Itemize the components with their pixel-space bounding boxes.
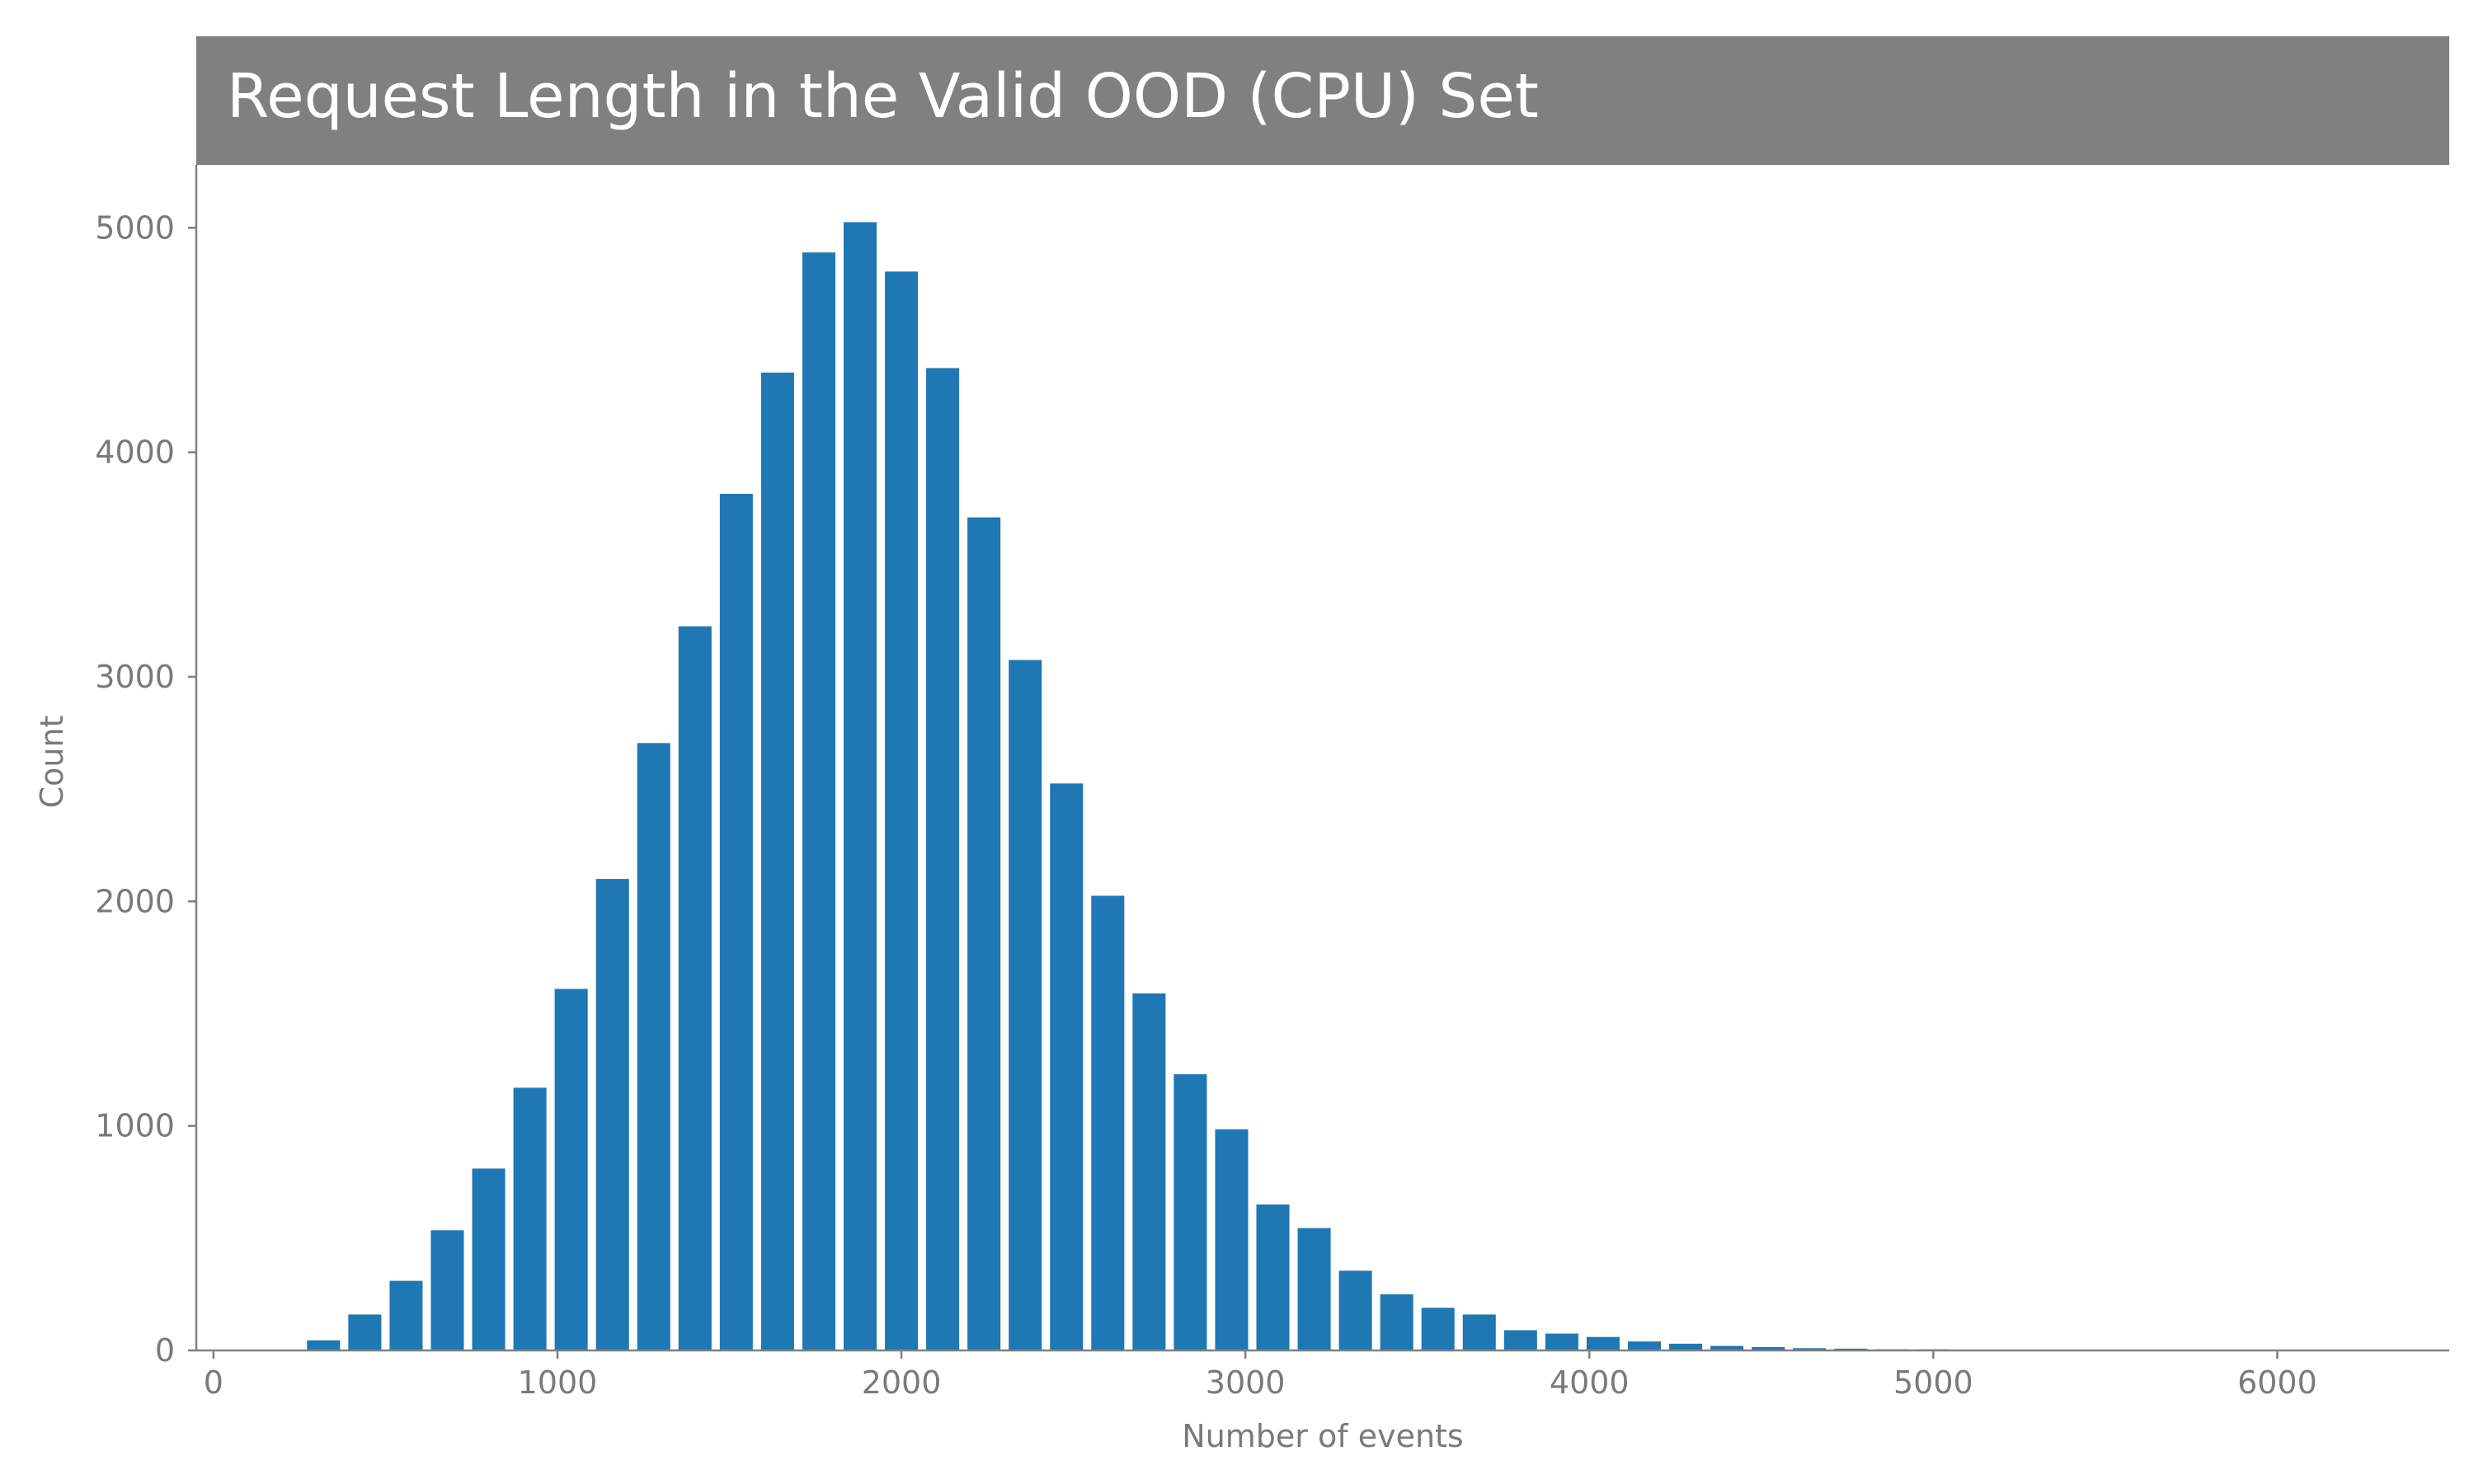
- y-axis-label: Count: [34, 716, 70, 809]
- y-tick-label: 1000: [95, 1108, 175, 1144]
- histogram-bar: [1338, 1270, 1372, 1350]
- histogram-bar: [885, 271, 919, 1351]
- x-tick-label: 1000: [518, 1364, 598, 1401]
- y-tick-label: 3000: [95, 659, 175, 695]
- histogram-bar: [1297, 1228, 1331, 1350]
- histogram-bar: [1545, 1333, 1578, 1350]
- histogram-bar: [595, 879, 629, 1350]
- histogram-bar: [1586, 1336, 1620, 1350]
- x-tick-label: 5000: [1893, 1364, 1973, 1401]
- x-tick-label: 3000: [1206, 1364, 1286, 1401]
- y-tick-label: 2000: [95, 883, 175, 919]
- histogram-bar: [348, 1314, 382, 1350]
- histogram-bar: [1669, 1343, 1703, 1350]
- histogram-bar: [1091, 895, 1125, 1350]
- chart-title: Request Length in the Valid OOD (CPU) Se…: [227, 61, 1539, 132]
- y-tick-label: 5000: [95, 209, 175, 246]
- bars-layer: [307, 222, 1950, 1351]
- histogram-bar: [802, 252, 835, 1350]
- histogram-bar: [678, 626, 712, 1350]
- histogram-bar: [1462, 1314, 1496, 1350]
- x-axis-ticks: 0 1000 2000 3000 4000 5000 6000: [204, 1350, 2317, 1401]
- histogram-bar: [1793, 1348, 1827, 1350]
- histogram-bar: [472, 1168, 506, 1350]
- histogram-bar: [1421, 1308, 1455, 1350]
- title-bar: [196, 36, 2449, 165]
- histogram-bar: [430, 1230, 464, 1350]
- x-axis-label: Number of events: [1182, 1418, 1463, 1454]
- histogram-bar: [389, 1280, 423, 1350]
- histogram-bar: [637, 743, 670, 1350]
- histogram-bar: [1009, 660, 1042, 1350]
- histogram-bar: [1710, 1345, 1744, 1350]
- x-tick-label: 6000: [2237, 1364, 2317, 1401]
- x-tick-label: 4000: [1550, 1364, 1630, 1401]
- histogram-bar: [760, 372, 794, 1350]
- histogram-bar: [967, 517, 1001, 1350]
- histogram-bar: [1380, 1294, 1413, 1350]
- y-tick-label: 0: [155, 1332, 175, 1369]
- histogram-bar: [843, 222, 877, 1350]
- histogram-bar: [307, 1340, 341, 1350]
- y-tick-label: 4000: [95, 434, 175, 471]
- histogram-bar: [513, 1087, 547, 1350]
- x-tick-label: 2000: [862, 1364, 942, 1401]
- histogram-bar: [926, 368, 960, 1351]
- x-tick-label: 0: [204, 1364, 223, 1401]
- histogram-bar: [719, 493, 753, 1351]
- histogram-bar: [1503, 1330, 1537, 1350]
- histogram-bar: [1752, 1346, 1785, 1350]
- histogram-bar: [1627, 1341, 1662, 1350]
- y-axis-ticks: 0 1000 2000 3000 4000 5000: [95, 209, 196, 1369]
- histogram-bar: [1215, 1129, 1249, 1350]
- histogram-bar: [1174, 1074, 1207, 1350]
- histogram-bar: [1050, 783, 1084, 1350]
- histogram-bar: [1132, 993, 1166, 1350]
- histogram-bar: [1256, 1204, 1290, 1350]
- histogram-bar: [554, 989, 588, 1350]
